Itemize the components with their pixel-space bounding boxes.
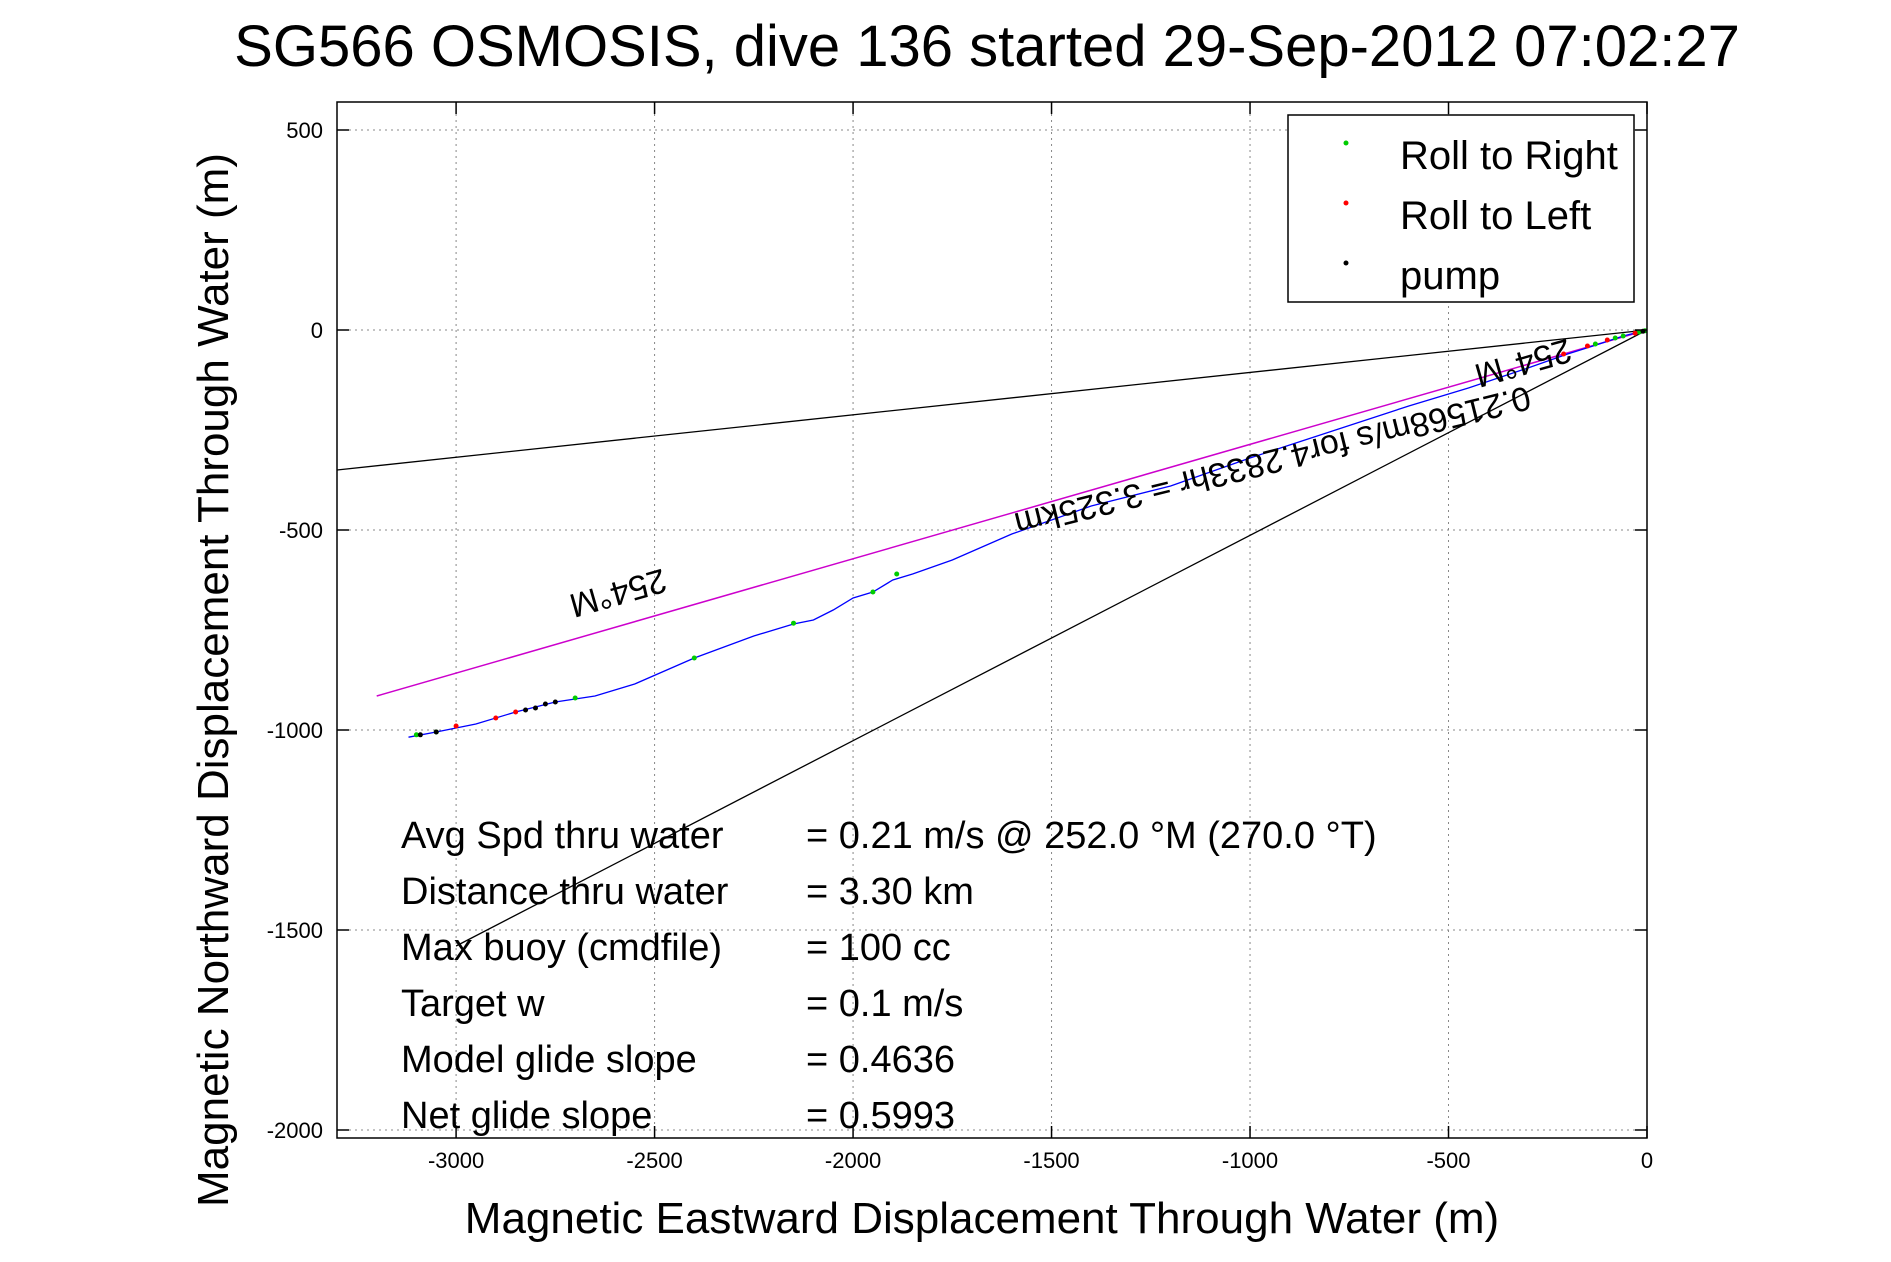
y-tick-label: -1500 bbox=[267, 918, 323, 943]
course-line bbox=[376, 329, 1648, 697]
legend: Roll to Right Roll to Left pump bbox=[1287, 114, 1635, 303]
legend-marker bbox=[1343, 260, 1349, 266]
stats-block: Avg Spd thru water = 0.21 m/s @ 252.0 °M … bbox=[401, 815, 1377, 1137]
roll-right-point bbox=[894, 571, 900, 577]
stats-label: Target w bbox=[401, 983, 545, 1025]
tick-marks: -3000 -2500 -2000 -1500 -1000 -500 0 500 0 -500 -1… bbox=[267, 102, 1653, 1173]
x-tick-label: -500 bbox=[1426, 1148, 1470, 1173]
stats-value: = 0.21 m/s @ 252.0 °M (270.0 °T) bbox=[806, 815, 1377, 857]
roll-right-point bbox=[691, 655, 697, 661]
roll-right-point bbox=[1592, 341, 1598, 347]
pump-point bbox=[552, 699, 558, 705]
stats-label: Avg Spd thru water bbox=[401, 815, 724, 857]
pump-point bbox=[433, 729, 439, 735]
x-tick-label: -1000 bbox=[1222, 1148, 1278, 1173]
legend-marker bbox=[1343, 140, 1349, 146]
y-tick-label: -2000 bbox=[267, 1118, 323, 1143]
roll-right-point bbox=[1612, 335, 1618, 341]
pump-point bbox=[532, 705, 538, 711]
pump-point bbox=[542, 701, 548, 707]
bound-line bbox=[337, 329, 1647, 471]
y-tick-label: 500 bbox=[286, 118, 323, 143]
stats-label: Max buoy (cmdfile) bbox=[401, 927, 722, 969]
legend-label: pump bbox=[1400, 254, 1500, 298]
stats-label: Distance thru water bbox=[401, 871, 729, 913]
stats-value: = 100 cc bbox=[806, 927, 951, 969]
track-line bbox=[408, 329, 1648, 738]
x-tick-label: -1500 bbox=[1023, 1148, 1079, 1173]
legend-label: Roll to Left bbox=[1400, 194, 1591, 238]
roll-left-point bbox=[1584, 343, 1590, 349]
track-series bbox=[408, 329, 1648, 738]
legend-box bbox=[1287, 114, 1635, 303]
x-tick-label: 0 bbox=[1641, 1148, 1653, 1173]
roll-right-point bbox=[791, 620, 797, 626]
roll-left-point bbox=[453, 723, 459, 729]
x-tick-label: -2000 bbox=[825, 1148, 881, 1173]
roll-left-point bbox=[1604, 337, 1610, 343]
roll-left-point bbox=[1632, 330, 1638, 336]
x-tick-label: -2500 bbox=[626, 1148, 682, 1173]
roll-left-point bbox=[493, 715, 499, 721]
roll-left-point bbox=[513, 709, 519, 715]
stats-value: = 0.4636 bbox=[806, 1039, 955, 1081]
roll-right-point bbox=[870, 589, 876, 595]
x-axis-label: Magnetic Eastward Displacement Through W… bbox=[465, 1194, 1499, 1243]
x-tick-label: -3000 bbox=[428, 1148, 484, 1173]
plot-frame bbox=[336, 101, 1648, 1139]
legend-label: Roll to Right bbox=[1400, 134, 1618, 178]
bound-lines bbox=[337, 329, 1647, 947]
chart-title: SG566 OSMOSIS, dive 136 started 29-Sep-2… bbox=[234, 14, 1740, 79]
stats-value: = 0.1 m/s bbox=[806, 983, 963, 1025]
y-axis-label: Magnetic Northward Displacement Through … bbox=[189, 153, 238, 1207]
course-line-path bbox=[376, 329, 1648, 697]
pump-point bbox=[417, 732, 423, 738]
pump-point bbox=[523, 707, 529, 713]
roll-left-point bbox=[1561, 351, 1567, 357]
y-tick-label: -500 bbox=[279, 518, 323, 543]
bound-line bbox=[455, 329, 1647, 947]
y-tick-label: 0 bbox=[311, 318, 323, 343]
stats-label: Net glide slope bbox=[401, 1095, 652, 1137]
roll-right-point bbox=[413, 732, 419, 738]
stats-label: Model glide slope bbox=[401, 1039, 697, 1081]
stats-value: = 3.30 km bbox=[806, 871, 974, 913]
roll-right-point bbox=[1620, 333, 1626, 339]
stats-value: = 0.5993 bbox=[806, 1095, 955, 1137]
legend-marker bbox=[1343, 200, 1349, 206]
y-tick-label: -1000 bbox=[267, 718, 323, 743]
roll-right-point bbox=[572, 695, 578, 701]
